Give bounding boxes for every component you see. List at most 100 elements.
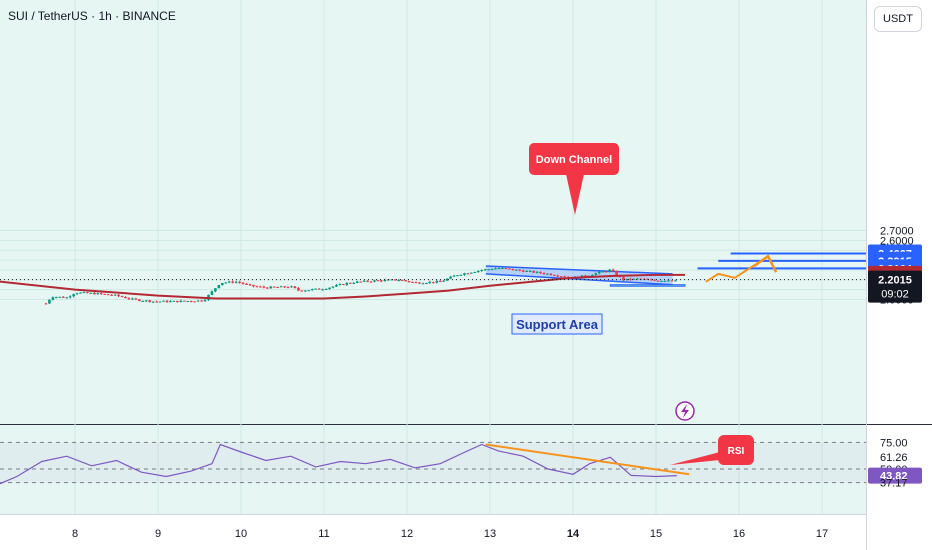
rsi-callout-pointer (670, 452, 720, 465)
candle-body (483, 269, 487, 271)
rsi-tick-label: 37.17 (880, 478, 908, 490)
candle-body (660, 280, 663, 282)
candle-body (262, 286, 266, 288)
candle-body (487, 269, 490, 271)
rsi-callout-text: RSI (728, 446, 745, 457)
candle-body (335, 285, 338, 287)
candle-body (373, 280, 376, 282)
candle-body (131, 298, 134, 300)
candle-body (542, 273, 546, 275)
candle-body (286, 287, 290, 289)
candle-body (428, 281, 432, 284)
candle-body (369, 281, 373, 283)
rsi-tick-label: 61.26 (880, 452, 908, 464)
candle-body (51, 297, 55, 300)
candle-body (155, 301, 158, 303)
candle-body (359, 281, 362, 283)
candle-body (383, 279, 387, 282)
countdown-text: 09:02 (881, 289, 909, 301)
rsi-trendline[interactable] (485, 443, 690, 476)
candle-body (203, 299, 207, 302)
candle-body (103, 293, 107, 295)
lightning-icon-bolt (681, 404, 689, 418)
candle-body (611, 269, 615, 272)
candle-body (393, 279, 397, 281)
candle-body (452, 275, 456, 277)
candle-body (345, 282, 349, 285)
candle-body (480, 270, 483, 272)
candle-body (639, 278, 643, 280)
projection-arrow-path[interactable] (705, 255, 769, 283)
candle-body (380, 280, 383, 282)
candle-body (234, 281, 238, 283)
rsi-current-value-box (868, 467, 922, 484)
support-area-label-box (511, 313, 603, 335)
candle-body (342, 284, 345, 286)
candle-body (411, 281, 414, 283)
candle-body (594, 273, 598, 275)
candle-body (58, 296, 62, 298)
candle-body (476, 270, 480, 273)
candle-body (99, 293, 103, 295)
candle-body (584, 275, 587, 277)
candle-body (158, 301, 162, 303)
moving-average-line[interactable] (0, 273, 685, 300)
symbol-title: SUI / TetherUS · 1h · BINANCE (8, 9, 176, 23)
candle-body (521, 270, 525, 272)
candle-body (608, 269, 611, 272)
candle-body (148, 300, 151, 302)
candle-body (283, 286, 286, 288)
candle-body (221, 282, 224, 285)
currency-selector[interactable]: USDT (874, 6, 922, 32)
support-area-box[interactable] (609, 284, 686, 287)
candle-body (414, 282, 418, 284)
candle-body (459, 274, 463, 276)
candle-body (217, 284, 221, 289)
down-channel-callout[interactable]: Down Channel (529, 143, 619, 215)
down-channel-upper-line[interactable] (485, 265, 673, 275)
candle-body (511, 268, 515, 271)
rsi-callout[interactable]: RSI (670, 435, 754, 465)
candle-body (425, 283, 428, 285)
candle-body (210, 291, 214, 295)
candle-body (151, 301, 155, 303)
down-channel-lower-line[interactable] (485, 273, 673, 286)
support-area-label[interactable]: Support Area (511, 313, 603, 335)
candle-body (366, 280, 369, 282)
candle-body (279, 286, 283, 288)
candle-body (331, 286, 335, 288)
candle-body (179, 300, 183, 303)
candle-body (290, 286, 293, 288)
candle-body (110, 294, 113, 296)
rsi-line[interactable] (0, 443, 677, 488)
candle-body (622, 277, 625, 281)
candle-body (473, 272, 477, 274)
candle-body (169, 301, 172, 303)
candle-body (117, 294, 120, 297)
candle-body (182, 300, 186, 302)
time-tick-label: 11 (318, 528, 329, 540)
candle-body (86, 292, 89, 294)
candle-body (196, 300, 200, 302)
candle-body (300, 290, 304, 292)
candle-body (255, 286, 259, 288)
time-axis[interactable] (0, 514, 866, 550)
main-pane[interactable]: Support Area Down Channel (0, 143, 866, 421)
time-tick-label: 8 (72, 528, 78, 540)
candle-body (162, 300, 165, 302)
candle-body (124, 296, 127, 299)
candle-body (227, 281, 231, 283)
down-channel-callout-box (529, 143, 619, 175)
candle-body (324, 289, 328, 291)
lightning-icon[interactable] (675, 401, 695, 421)
candle-body (310, 289, 314, 291)
candle-body (321, 289, 324, 291)
time-tick-label: 9 (155, 528, 161, 540)
candle-body (501, 267, 504, 269)
candle-body (55, 297, 58, 299)
candle-body (93, 292, 96, 295)
candle-body (449, 276, 452, 279)
price-level-label[interactable]: 2.2015 09:02 (868, 270, 922, 303)
rsi-callout-box (718, 435, 754, 465)
